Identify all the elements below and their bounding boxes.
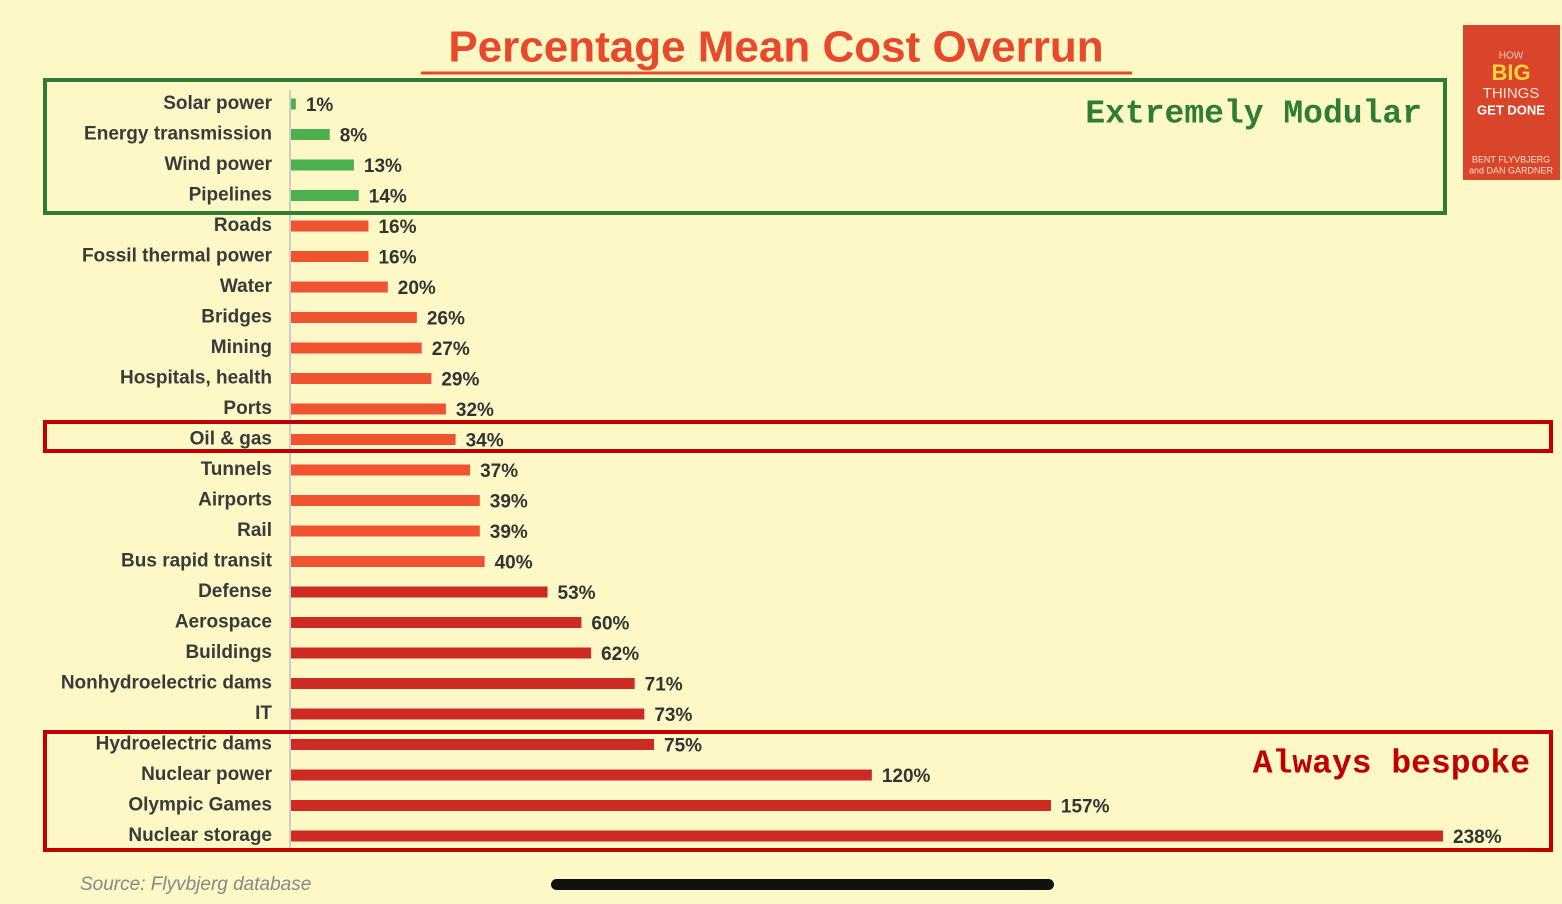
category-label: Nuclear storage (128, 825, 272, 846)
source: Source: Flyvbjerg database (80, 874, 311, 895)
bar (291, 464, 471, 476)
bar (291, 617, 582, 628)
category-label: Pipelines (189, 185, 272, 206)
value-label: 62% (601, 644, 639, 665)
category-label: Nonhydroelectric dams (61, 673, 272, 694)
value-label: 13% (364, 156, 402, 177)
value-label: 40% (495, 553, 533, 574)
value-label: 14% (369, 187, 407, 208)
category-label: Rail (237, 520, 272, 541)
value-label: 39% (490, 492, 528, 513)
category-label: Oil & gas (190, 429, 272, 450)
category-label: Energy transmission (84, 124, 272, 145)
oil-gas-box (43, 420, 1553, 453)
category-label: Water (220, 276, 273, 297)
bar (291, 678, 635, 689)
annotation: Always bespoke (1253, 746, 1530, 783)
value-label: 1% (306, 95, 334, 116)
category-label: Mining (211, 337, 272, 358)
bar (291, 647, 592, 659)
value-label: 20% (398, 278, 436, 299)
bar (291, 586, 548, 598)
category-label: Aerospace (175, 612, 272, 633)
book-cover (1463, 25, 1560, 180)
bar (291, 373, 432, 384)
bar (291, 739, 655, 750)
value-label: 39% (490, 522, 528, 543)
book-text: THINGS (1483, 85, 1540, 102)
value-label: 27% (432, 339, 470, 360)
bar (291, 220, 369, 232)
category-label: Tunnels (201, 459, 272, 480)
value-label: 60% (591, 614, 629, 635)
modular-box (43, 78, 1447, 215)
category-label: Defense (198, 581, 272, 602)
value-label: 157% (1061, 797, 1110, 818)
category-label: Roads (214, 215, 272, 236)
category-label: Olympic Games (128, 795, 272, 816)
bar (291, 525, 480, 537)
category-label: Solar power (163, 93, 272, 114)
bar (291, 98, 296, 110)
annotation: Extremely Modular (1085, 96, 1422, 133)
home-indicator (551, 879, 1054, 890)
value-label: 75% (664, 736, 702, 757)
bar (291, 251, 369, 262)
bar (291, 800, 1051, 811)
book-text: HOW (1499, 51, 1524, 62)
category-label: Bus rapid transit (121, 551, 273, 572)
bar (291, 434, 456, 445)
value-label: 32% (456, 400, 494, 421)
value-label: 71% (645, 675, 683, 696)
category-label: Buildings (185, 642, 272, 663)
bespoke-box (43, 730, 1553, 852)
bar (291, 342, 422, 354)
bar (291, 830, 1443, 842)
value-label: 16% (378, 217, 416, 238)
category-label: Bridges (201, 307, 272, 328)
bar (291, 495, 480, 506)
value-label: 29% (441, 370, 479, 391)
value-label: 26% (427, 309, 465, 330)
category-label: Nuclear power (141, 764, 273, 785)
value-label: 16% (378, 248, 416, 269)
bar (291, 312, 417, 323)
bar (291, 129, 330, 140)
category-label: Hospitals, health (120, 368, 272, 389)
value-label: 238% (1453, 827, 1502, 848)
chart-title: Percentage Mean Cost Overrun (448, 23, 1103, 72)
value-label: 34% (466, 431, 504, 452)
category-label: Fossil thermal power (82, 246, 273, 267)
value-label: 120% (882, 766, 931, 787)
bar (291, 403, 446, 415)
bar (291, 708, 645, 720)
book-text: BENT FLYVBJERG (1472, 154, 1550, 164)
bar (291, 281, 388, 293)
bar (291, 159, 354, 171)
bar (291, 190, 359, 201)
category-label: Wind power (165, 154, 273, 175)
value-label: 37% (480, 461, 518, 482)
category-label: Airports (198, 490, 272, 511)
value-label: 8% (340, 126, 368, 147)
category-label: Hydroelectric dams (96, 734, 272, 755)
bar (291, 556, 485, 567)
value-label: 53% (558, 583, 596, 604)
bar (291, 769, 872, 781)
category-label: Ports (223, 398, 272, 419)
book-text: BIG (1491, 60, 1530, 85)
value-label: 73% (654, 705, 692, 726)
book-text: and DAN GARDNER (1469, 165, 1554, 175)
category-label: IT (255, 703, 272, 724)
book-text: GET DONE (1477, 102, 1545, 117)
